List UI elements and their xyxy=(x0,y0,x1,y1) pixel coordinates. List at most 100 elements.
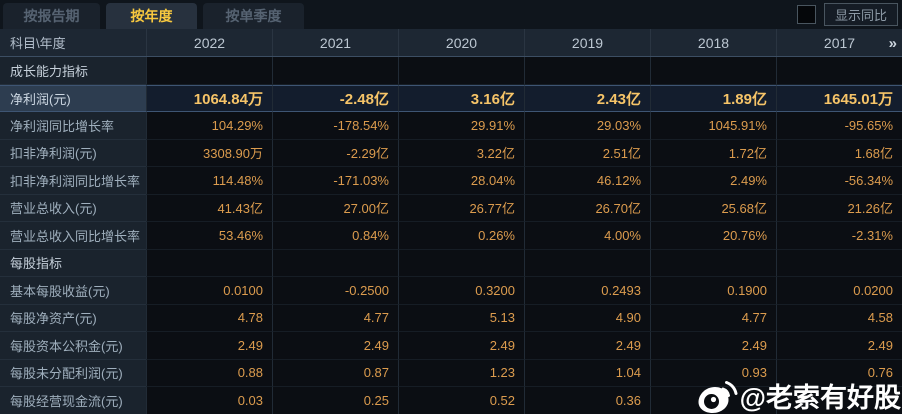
show-yoy-button[interactable]: 显示同比 xyxy=(823,3,898,26)
cell-value: 46.12% xyxy=(524,167,650,195)
cell-value: 2.49% xyxy=(650,167,776,195)
cell-value xyxy=(524,57,650,85)
cell-value xyxy=(272,57,398,85)
cell-value: 26.77亿 xyxy=(398,194,524,222)
row-label: 每股经营现金流(元) xyxy=(0,387,146,414)
cell-value: -2.31% xyxy=(776,222,902,250)
row-label: 营业总收入同比增长率 xyxy=(0,222,146,250)
cell-value: 0.25 xyxy=(272,387,398,414)
cell-value: 2.43亿 xyxy=(524,84,650,112)
row-label: 每股未分配利润(元) xyxy=(0,359,146,387)
row-label: 净利润同比增长率 xyxy=(0,112,146,140)
tab-by-year[interactable]: 按年度 xyxy=(106,3,197,29)
table-row: 营业总收入同比增长率 53.46% 0.84% 0.26% 4.00% 20.76% -2.… xyxy=(0,222,902,250)
cell-value: 0.3200 xyxy=(398,277,524,305)
cell-value: 1.68亿 xyxy=(776,139,902,167)
cell-value: 0.76 xyxy=(776,359,902,387)
cell-value: 1.23 xyxy=(398,359,524,387)
row-label: 扣非净利润同比增长率 xyxy=(0,167,146,195)
table-row: 净利润(元) 1064.84万 -2.48亿 3.16亿 2.43亿 1.89亿 1645.… xyxy=(0,84,902,112)
cell-value: 0.87 xyxy=(272,359,398,387)
yoy-controls: 显示同比 xyxy=(796,3,902,29)
cell-value xyxy=(776,249,902,277)
year-header-2018: 2018 xyxy=(650,29,776,56)
cell-value: -171.03% xyxy=(272,167,398,195)
cell-value: 0.93 xyxy=(650,359,776,387)
cell-value: 1.89亿 xyxy=(650,84,776,112)
corner-header: 科目\年度 xyxy=(10,36,66,51)
year-header-2020: 2020 xyxy=(398,29,524,56)
show-yoy-checkbox[interactable] xyxy=(796,5,816,24)
cell-value: 0.0100 xyxy=(146,277,272,305)
cell-value: 0.84% xyxy=(272,222,398,250)
cell-value: 2.49 xyxy=(524,332,650,360)
cell-value: 21.26亿 xyxy=(776,194,902,222)
section-row: 每股指标 xyxy=(0,249,902,277)
cell-value: 0.2493 xyxy=(524,277,650,305)
cell-value: 1.04 xyxy=(524,359,650,387)
cell-value: 1.72亿 xyxy=(650,139,776,167)
cell-value: 29.03% xyxy=(524,112,650,140)
cell-value: 4.77 xyxy=(272,304,398,332)
year-header-2022: 2022 xyxy=(146,29,272,56)
cell-value xyxy=(398,57,524,85)
cell-value xyxy=(272,249,398,277)
cell-value: 2.49 xyxy=(776,332,902,360)
cell-value: -95.65% xyxy=(776,112,902,140)
row-label: 每股指标 xyxy=(0,249,146,277)
row-label: 扣非净利润(元) xyxy=(0,139,146,167)
cell-value: 3.16亿 xyxy=(398,84,524,112)
more-years-icon[interactable]: » xyxy=(888,34,897,52)
cell-value: 41.43亿 xyxy=(146,194,272,222)
row-label: 营业总收入(元) xyxy=(0,194,146,222)
cell-value: -0.2500 xyxy=(272,277,398,305)
table-row: 净利润同比增长率 104.29% -178.54% 29.91% 29.03% 1045.… xyxy=(0,112,902,140)
cell-value: 4.78 xyxy=(146,304,272,332)
cell-value: 20.76% xyxy=(650,222,776,250)
section-row: 成长能力指标 xyxy=(0,57,902,85)
cell-value: 1045.91% xyxy=(650,112,776,140)
cell-value: 0.26% xyxy=(398,222,524,250)
table-row: 营业总收入(元) 41.43亿 27.00亿 26.77亿 26.70亿 25.68亿 21… xyxy=(0,194,902,222)
cell-value: 2.49 xyxy=(398,332,524,360)
cell-value: 29.91% xyxy=(398,112,524,140)
cell-value: 0.1900 xyxy=(650,277,776,305)
cell-value: 28.04% xyxy=(398,167,524,195)
cell-value xyxy=(650,57,776,85)
cell-value: 4.77 xyxy=(650,304,776,332)
cell-value: 3308.90万 xyxy=(146,139,272,167)
cell-value: 114.48% xyxy=(146,167,272,195)
year-header-2019: 2019 xyxy=(524,29,650,56)
cell-value: 1064.84万 xyxy=(146,84,272,112)
table-row: 每股未分配利润(元) 0.88 0.87 1.23 1.04 0.93 0.76 xyxy=(0,359,902,387)
tab-bar: 按报告期 按年度 按单季度 显示同比 xyxy=(0,0,902,29)
table-row: 每股经营现金流(元) 0.03 0.25 0.52 0.36 xyxy=(0,387,902,414)
row-label: 基本每股收益(元) xyxy=(0,277,146,305)
table-row: 基本每股收益(元) 0.0100 -0.2500 0.3200 0.2493 0.1900… xyxy=(0,277,902,305)
cell-value: 2.49 xyxy=(272,332,398,360)
cell-value xyxy=(776,387,902,414)
tab-by-report-period[interactable]: 按报告期 xyxy=(3,3,100,29)
cell-value: 25.68亿 xyxy=(650,194,776,222)
cell-value: 5.13 xyxy=(398,304,524,332)
cell-value: 3.22亿 xyxy=(398,139,524,167)
cell-value: 4.58 xyxy=(776,304,902,332)
table-row: 扣非净利润同比增长率 114.48% -171.03% 28.04% 46.12% 2.4… xyxy=(0,167,902,195)
row-label: 每股资本公积金(元) xyxy=(0,332,146,360)
row-label: 成长能力指标 xyxy=(0,57,146,85)
table-row: 每股资本公积金(元) 2.49 2.49 2.49 2.49 2.49 2.49 xyxy=(0,332,902,360)
table-body: 成长能力指标 净利润(元) 1064.84万 -2.48亿 3.16亿 2.43亿 1.89… xyxy=(0,57,902,414)
cell-value: 2.49 xyxy=(146,332,272,360)
cell-value: 2.51亿 xyxy=(524,139,650,167)
cell-value: 0.0200 xyxy=(776,277,902,305)
cell-value xyxy=(146,57,272,85)
cell-value: 4.00% xyxy=(524,222,650,250)
cell-value xyxy=(524,249,650,277)
cell-value: 4.90 xyxy=(524,304,650,332)
cell-value xyxy=(776,57,902,85)
cell-value: -2.48亿 xyxy=(272,84,398,112)
table-row: 扣非净利润(元) 3308.90万 -2.29亿 3.22亿 2.51亿 1.72亿 1.6… xyxy=(0,139,902,167)
tab-by-quarter[interactable]: 按单季度 xyxy=(203,3,304,29)
year-header-2021: 2021 xyxy=(272,29,398,56)
